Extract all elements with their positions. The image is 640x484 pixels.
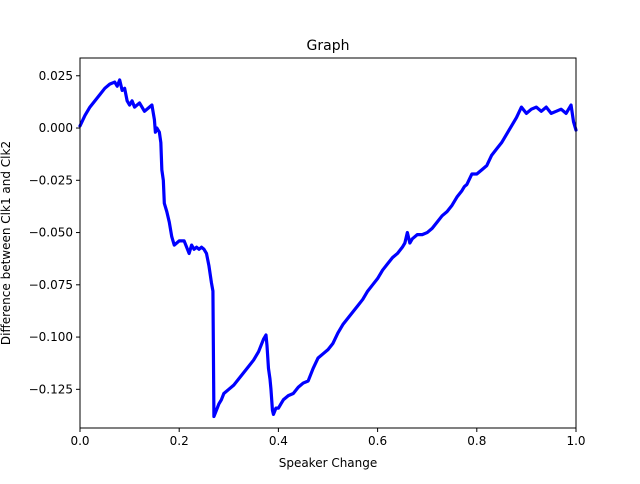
y-tick-label: −0.100	[29, 330, 73, 344]
x-tick-label: 0.4	[269, 434, 288, 448]
series-line	[78, 78, 578, 419]
plot-frame	[79, 57, 577, 429]
plot-area	[80, 58, 576, 428]
y-tick-label: 0.025	[39, 69, 73, 83]
x-tick-label: 0.2	[170, 434, 189, 448]
x-axis: 0.0 0.2 0.4 0.6 0.8 1.0	[70, 428, 586, 448]
y-tick-label: −0.025	[29, 173, 73, 187]
x-tick-label: 0.8	[467, 434, 486, 448]
series-layer	[78, 78, 578, 419]
y-tick-label: −0.075	[29, 278, 73, 292]
x-tick-label: 1.0	[566, 434, 585, 448]
y-tick-label: −0.050	[29, 226, 73, 240]
x-axis-label: Speaker Change	[279, 456, 378, 470]
x-tick-label: 0.0	[70, 434, 89, 448]
y-axis-label: Difference between Clk1 and Clk2	[0, 141, 13, 345]
y-tick-label: 0.000	[39, 121, 73, 135]
chart-title: Graph	[307, 38, 350, 54]
y-tick-label: −0.125	[29, 382, 73, 396]
x-tick-label: 0.6	[368, 434, 387, 448]
y-axis: 0.025 0.000 −0.025 −0.050 −0.075 −0.100 −0.125	[29, 69, 80, 396]
